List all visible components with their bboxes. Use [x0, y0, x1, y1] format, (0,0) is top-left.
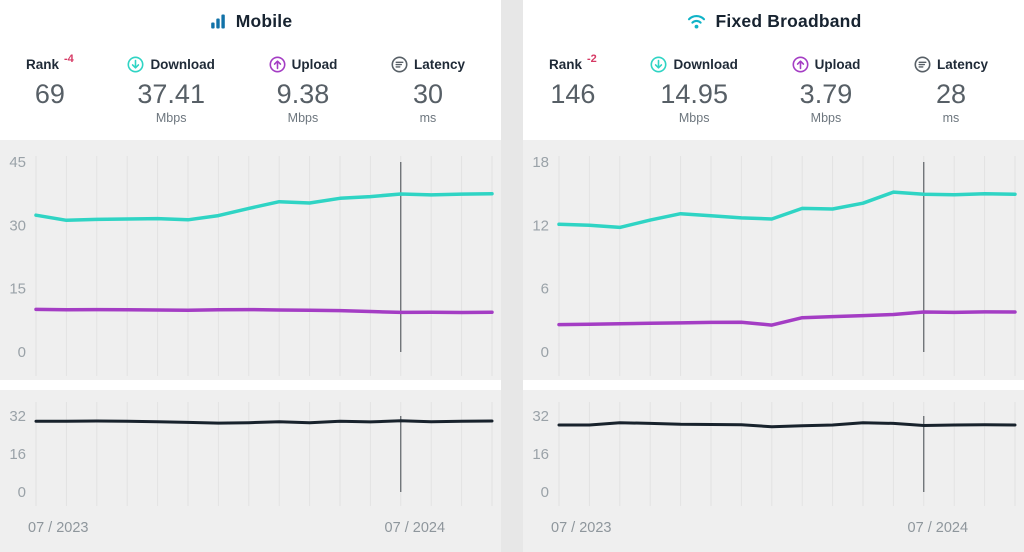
x-axis-label-start: 07 / 2023: [28, 520, 88, 536]
rank-label: Rank: [549, 56, 583, 72]
mobile-speed-chart[interactable]: 45 30 15 0: [0, 140, 501, 380]
latency-unit: ms: [942, 111, 960, 125]
mobile-latency-chart[interactable]: 32 16 0 07 / 2023 07 / 2024: [0, 390, 501, 540]
fixed-charts-area: 18 12 6 0 32 16 0 07 / 2023 07 / 2024: [523, 140, 1024, 552]
latency-icon: [914, 56, 931, 73]
fixed-latency-stat: Latency 28 ms: [914, 44, 988, 140]
download-value: 37.41: [137, 79, 205, 109]
mobile-upload-stat: Upload 9.38 Mbps: [269, 44, 338, 140]
mobile-stats-row: Rank -4 69 Download: [0, 42, 501, 140]
download-unit: Mbps: [155, 111, 187, 125]
y-tick-label: 30: [9, 217, 26, 234]
y-tick-label: 32: [9, 408, 26, 425]
y-tick-label: 12: [532, 217, 549, 234]
y-tick-label: 0: [541, 484, 549, 501]
latency-icon: [391, 56, 408, 73]
fixed-download-stat: Download 14.95 Mbps: [650, 44, 738, 140]
series-line: [34, 419, 494, 425]
download-unit: Mbps: [678, 111, 710, 125]
fixed-broadband-panel: Fixed Broadband Rank -2 146: [523, 0, 1024, 552]
series-line: [557, 421, 1017, 429]
upload-unit: Mbps: [287, 111, 319, 125]
y-tick-label: 18: [532, 154, 549, 171]
series-line: [557, 190, 1017, 230]
x-axis-label-start: 07 / 2023: [551, 520, 611, 536]
fixed-upload-stat: Upload 3.79 Mbps: [792, 44, 861, 140]
y-tick-label: 0: [541, 344, 549, 361]
fixed-stats-row: Rank -2 146 Download: [523, 42, 1024, 140]
series-line: [34, 191, 494, 223]
y-tick-label: 0: [18, 484, 26, 501]
y-tick-label: 16: [9, 446, 26, 463]
fixed-speed-chart[interactable]: 18 12 6 0: [523, 140, 1024, 380]
download-label: Download: [150, 56, 215, 72]
panel-title-fixed: Fixed Broadband: [715, 10, 862, 31]
latency-unit: ms: [419, 111, 437, 125]
y-tick-label: 16: [532, 446, 549, 463]
chart-divider: [0, 380, 501, 390]
mobile-bars-icon: [209, 12, 227, 30]
upload-icon: [792, 56, 809, 73]
upload-icon: [269, 56, 286, 73]
latency-label: Latency: [936, 56, 988, 72]
fixed-latency-chart[interactable]: 32 16 0 07 / 2023 07 / 2024: [523, 390, 1024, 540]
mobile-panel: Mobile Rank -4 69: [0, 0, 501, 552]
upload-label: Upload: [814, 56, 861, 72]
download-label: Download: [673, 56, 738, 72]
series-line: [557, 310, 1017, 327]
mobile-charts-area: 45 30 15 0 32 16 0 07 / 2023 07 / 2024: [0, 140, 501, 552]
wifi-icon: [686, 12, 707, 30]
series-line: [34, 307, 494, 315]
rank-value: 69: [34, 79, 65, 109]
y-tick-label: 6: [541, 281, 549, 298]
upload-label: Upload: [291, 56, 338, 72]
download-icon: [650, 56, 667, 73]
y-tick-label: 45: [9, 154, 26, 171]
fixed-panel-header: Fixed Broadband: [523, 0, 1024, 42]
rank-value: 146: [550, 79, 596, 109]
latency-value: 28: [935, 79, 966, 109]
y-tick-label: 32: [532, 408, 549, 425]
latency-label: Latency: [413, 56, 465, 72]
x-axis-label-end: 07 / 2024: [385, 520, 445, 536]
chart-divider: [523, 380, 1024, 390]
latency-value: 30: [412, 79, 443, 109]
upload-value: 9.38: [276, 79, 330, 109]
mobile-rank-stat: Rank -4 69: [26, 44, 74, 140]
y-tick-label: 15: [9, 281, 26, 298]
mobile-latency-stat: Latency 30 ms: [391, 44, 465, 140]
fixed-rank-stat: Rank -2 146: [549, 44, 597, 140]
download-value: 14.95: [660, 79, 728, 109]
rank-change-badge: -2: [587, 53, 597, 65]
rank-label: Rank: [26, 56, 60, 72]
upload-value: 3.79: [799, 79, 853, 109]
x-axis-label-end: 07 / 2024: [908, 520, 968, 536]
rank-change-badge: -4: [64, 53, 74, 65]
mobile-panel-header: Mobile: [0, 0, 501, 42]
mobile-download-stat: Download 37.41 Mbps: [127, 44, 215, 140]
panel-title-mobile: Mobile: [235, 10, 293, 31]
upload-unit: Mbps: [810, 111, 842, 125]
y-tick-label: 0: [18, 344, 26, 361]
download-icon: [127, 56, 144, 73]
